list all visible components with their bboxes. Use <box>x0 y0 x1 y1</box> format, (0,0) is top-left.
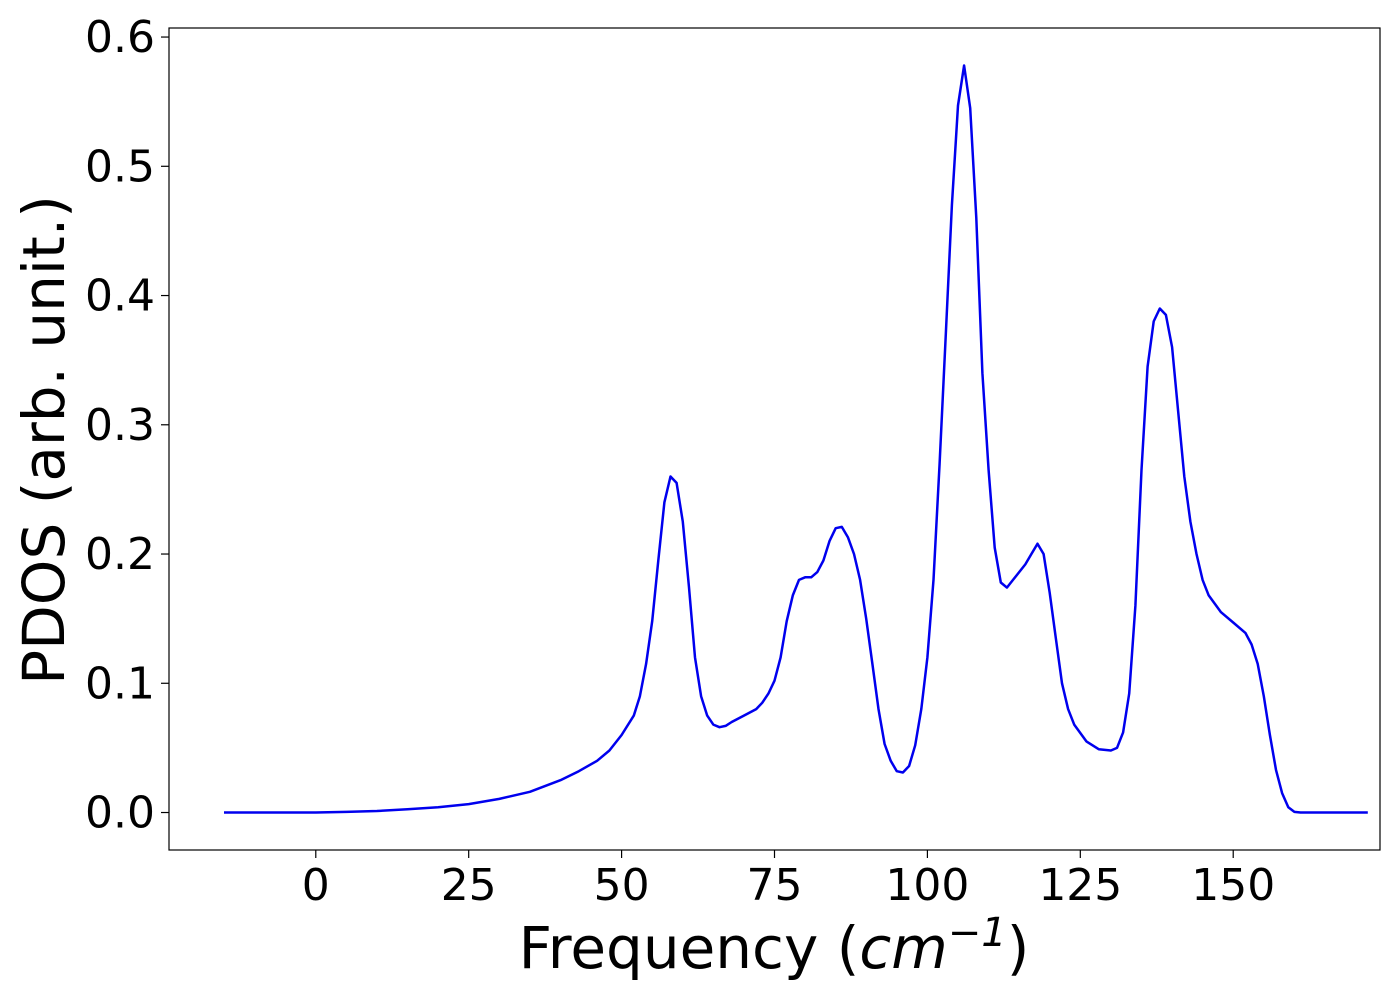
x-axis-label-unit: cm <box>859 914 947 982</box>
x-axis-label-suffix: ) <box>1007 914 1030 982</box>
x-axis-label: Frequency (cm−1) <box>519 910 1030 982</box>
x-axis-label-exponent: −1 <box>948 910 1007 956</box>
x-tick-label: 50 <box>594 860 650 911</box>
x-tick-label: 100 <box>885 860 969 911</box>
y-tick-label: 0.3 <box>85 400 155 451</box>
x-ticks: 0 25 50 75 100 125 150 <box>302 850 1275 911</box>
plot-area <box>224 64 1368 814</box>
y-tick-label: 0.5 <box>85 141 155 192</box>
pdos-series-line <box>224 64 1368 814</box>
y-ticks: 0.0 0.1 0.2 0.3 0.4 0.5 0.6 <box>85 12 169 839</box>
y-tick-label: 0.2 <box>85 529 155 580</box>
x-tick-label: 0 <box>302 860 330 911</box>
x-tick-label: 125 <box>1038 860 1122 911</box>
y-tick-label: 0.6 <box>85 12 155 63</box>
y-tick-label: 0.1 <box>85 658 155 709</box>
x-axis-label-prefix: Frequency ( <box>519 914 860 982</box>
y-tick-label: 0.4 <box>85 271 155 322</box>
y-tick-label: 0.0 <box>85 788 155 839</box>
x-tick-label: 150 <box>1191 860 1275 911</box>
x-tick-label: 75 <box>747 860 803 911</box>
y-axis-label: PDOS (arb. unit.) <box>10 195 78 685</box>
x-tick-label: 25 <box>441 860 497 911</box>
plot-frame <box>168 27 1381 851</box>
